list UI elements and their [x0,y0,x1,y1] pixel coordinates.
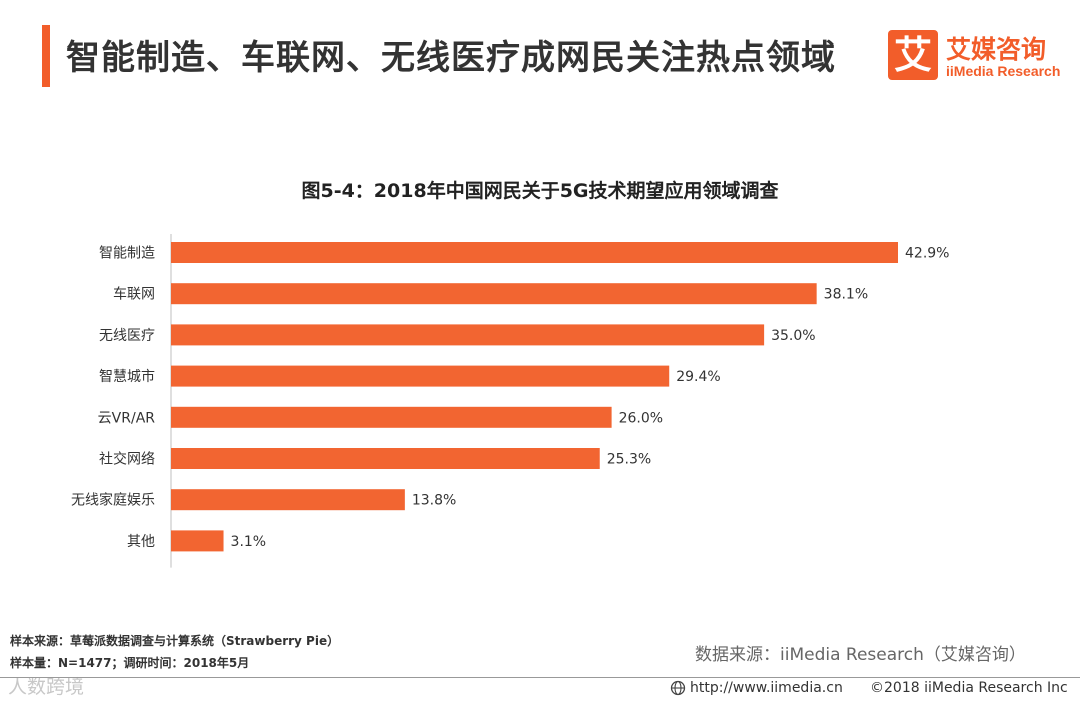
category-label: 智慧城市 [99,368,155,385]
page-title: 智能制造、车联网、无线医疗成网民关注热点领域 [66,38,836,78]
value-label: 25.3% [607,452,651,468]
bar [171,242,898,263]
logo-mark-icon: 艾 [888,30,938,80]
bar-chart: 智能制造 42.9% 车联网 38.1% 无线医疗 35.0% 智慧城市 29.4% 云VR/A… [71,234,949,568]
footer-divider [0,677,1080,678]
bar [171,406,612,428]
category-label: 其他 [127,534,155,550]
category-label: 无线家庭娱乐 [71,492,155,509]
title-accent-bar [42,25,50,87]
category-label: 车联网 [113,286,155,303]
logo-english-name: iiMedia Research [946,63,1061,79]
bar [171,283,817,305]
value-label: 13.8% [412,493,456,509]
category-label: 无线医疗 [99,328,155,344]
sample-source-note: 样本来源：草莓派数据调查与计算系统（Strawberry Pie） [10,634,340,648]
copyright: ©2018 iiMedia Research Inc [870,680,1068,696]
value-label: 42.9% [905,246,949,262]
sample-size-note: 样本量：N=1477；调研时间：2018年5月 [10,656,250,670]
value-label: 3.1% [231,534,267,550]
bar [171,324,765,346]
category-label: 云VR/AR [98,410,156,426]
bar [171,448,600,469]
bar [171,489,405,511]
value-label: 38.1% [824,287,868,303]
website-link[interactable]: http://www.iimedia.cn [670,680,843,696]
iimedia-logo: 艾 艾媒咨询 iiMedia Research [888,30,1068,82]
data-source: 数据来源：iiMedia Research（艾媒咨询） [695,645,1026,665]
category-label: 智能制造 [99,246,155,262]
bar [171,530,224,552]
value-label: 35.0% [771,328,815,344]
website-url[interactable]: http://www.iimedia.cn [690,680,843,696]
logo-chinese-name: 艾媒咨询 [946,35,1047,64]
value-label: 29.4% [676,369,720,385]
watermark: 人数跨境 [8,676,85,698]
category-label: 社交网络 [99,451,155,468]
globe-icon [670,680,686,696]
value-label: 26.0% [619,410,663,426]
chart-title: 图5-4：2018年中国网民关于5G技术期望应用领域调查 [301,180,779,202]
bar [171,365,670,387]
